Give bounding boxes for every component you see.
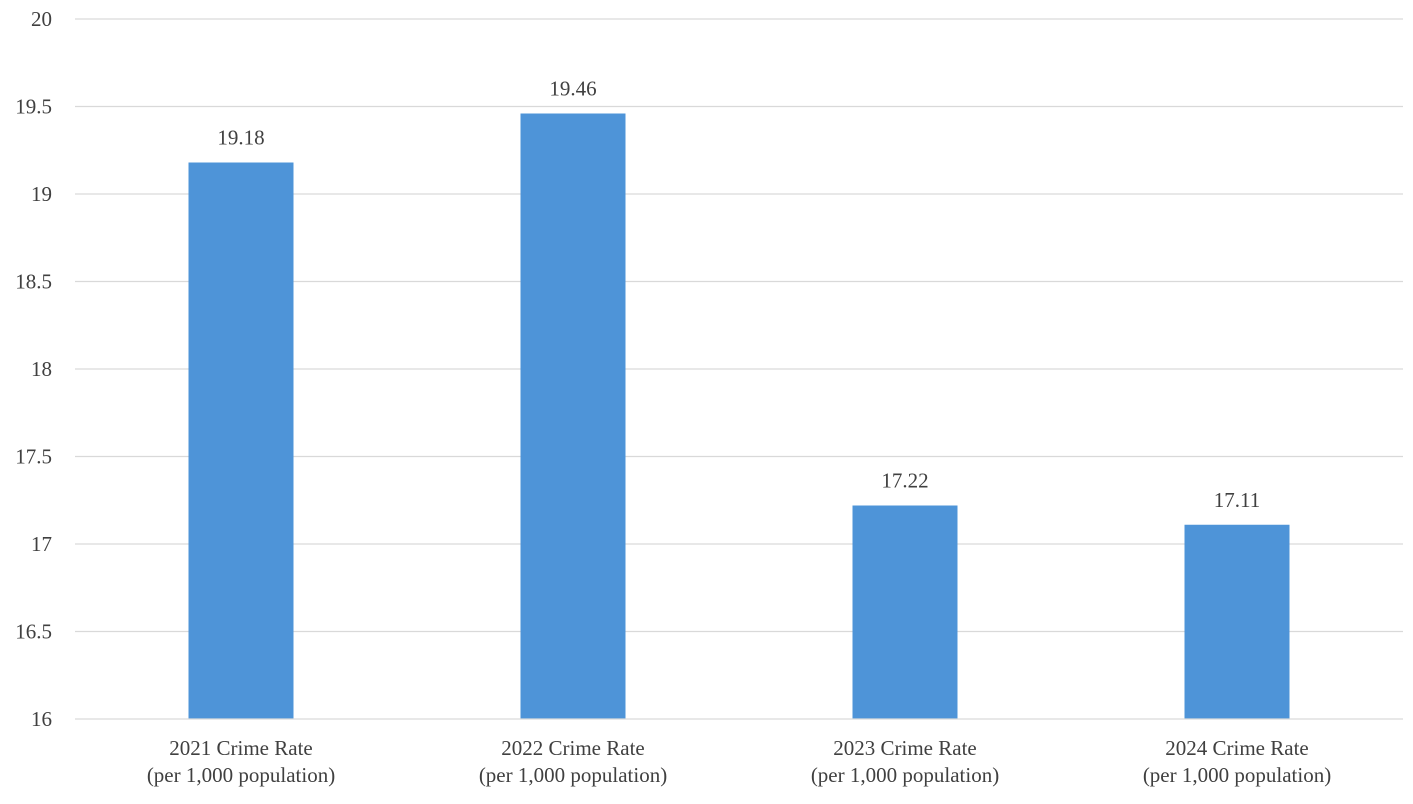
- y-tick-label: 16: [31, 707, 52, 731]
- x-category-label: 2024 Crime Rate: [1165, 736, 1308, 760]
- x-category-label: 2022 Crime Rate: [501, 736, 644, 760]
- bar: [188, 162, 294, 719]
- data-labels: 19.18 19.46 17.22 17.11: [217, 77, 1260, 512]
- y-tick-label: 18: [31, 357, 52, 381]
- y-tick-label: 20: [31, 7, 52, 31]
- bar: [520, 113, 626, 719]
- x-category-label: 2021 Crime Rate: [169, 736, 312, 760]
- bars: [188, 113, 1290, 719]
- y-tick-label: 17.5: [15, 445, 52, 469]
- y-axis-ticks: 16 16.5 17 17.5 18 18.5 19 19.5 20: [15, 7, 52, 731]
- x-category-label: (per 1,000 population): [147, 763, 335, 787]
- x-category-label: (per 1,000 population): [1143, 763, 1331, 787]
- data-label: 19.18: [217, 126, 264, 150]
- y-tick-label: 19.5: [15, 95, 52, 119]
- gridlines: [75, 18, 1403, 633]
- data-label: 17.11: [1214, 488, 1260, 512]
- bar: [852, 505, 958, 719]
- x-category-label: (per 1,000 population): [479, 763, 667, 787]
- x-axis: 2021 Crime Rate (per 1,000 population) 202…: [75, 718, 1403, 787]
- data-label: 17.22: [881, 469, 928, 493]
- y-tick-label: 18.5: [15, 270, 52, 294]
- y-tick-label: 17: [31, 532, 52, 556]
- y-tick-label: 16.5: [15, 620, 52, 644]
- y-tick-label: 19: [31, 182, 52, 206]
- data-label: 19.46: [549, 77, 596, 101]
- bar: [1184, 524, 1290, 719]
- x-category-label: 2023 Crime Rate: [833, 736, 976, 760]
- x-category-label: (per 1,000 population): [811, 763, 999, 787]
